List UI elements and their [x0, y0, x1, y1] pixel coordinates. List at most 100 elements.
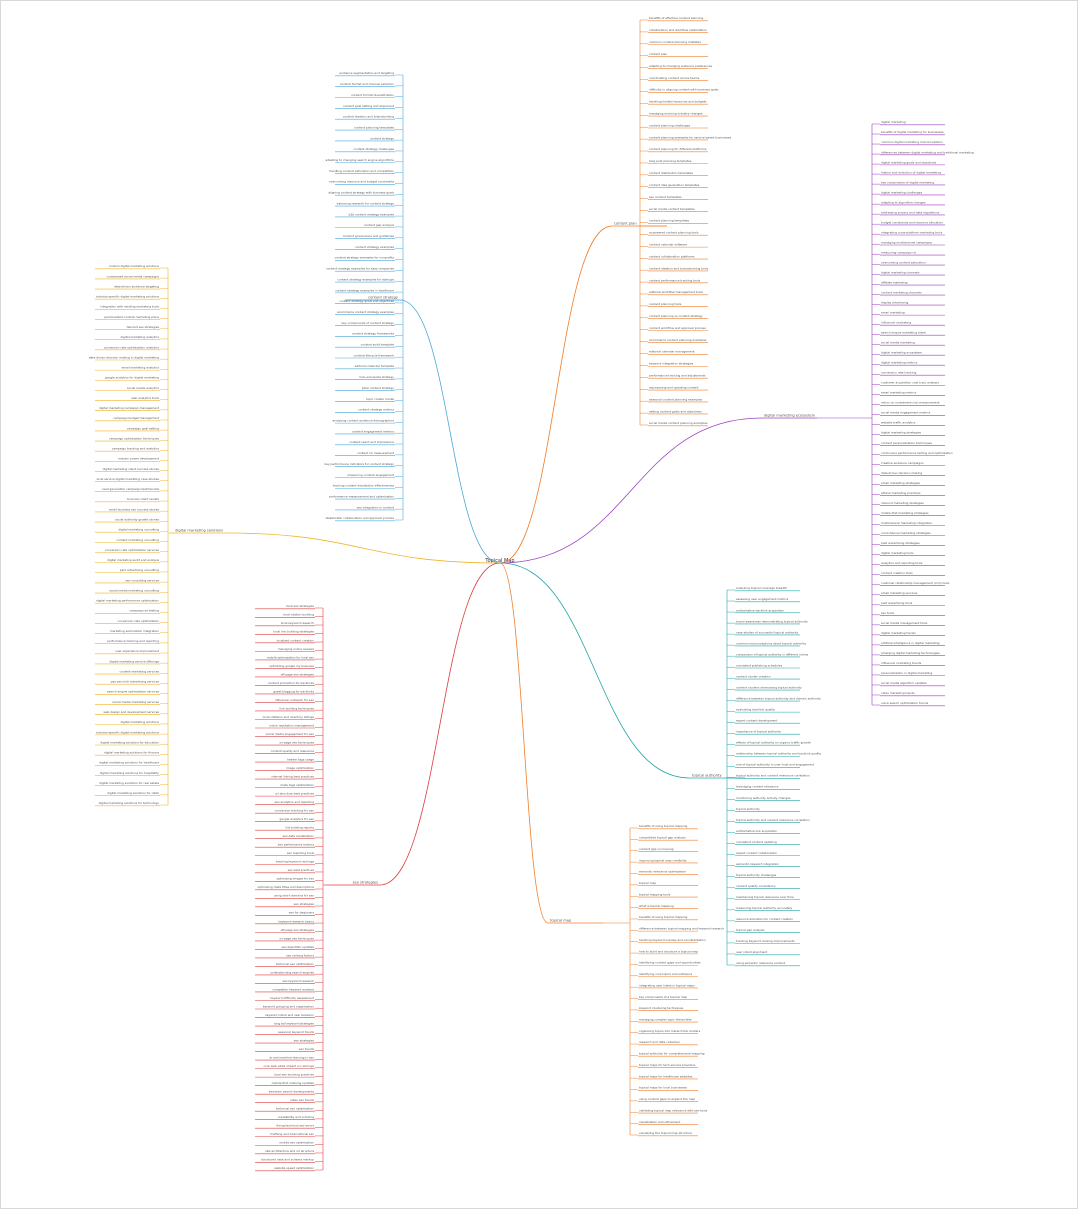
- mind-map-leaf[interactable]: content strategy challenges: [354, 147, 395, 151]
- mind-map-leaf[interactable]: tracking keyword ranking improvements: [736, 939, 795, 943]
- mind-map-leaf[interactable]: overcoming resource and budget constrain…: [329, 180, 394, 184]
- mind-map-leaf[interactable]: digital marketing service offerings: [109, 659, 159, 663]
- mind-map-leaf[interactable]: seo for beginners: [289, 911, 315, 915]
- mind-map-leaf[interactable]: topical maps for healthcare websites: [639, 1074, 693, 1078]
- mind-map-leaf[interactable]: digital marketing goals and objectives: [881, 160, 937, 164]
- mind-map-leaf[interactable]: digital marketing trends: [881, 631, 916, 635]
- mind-map-leaf[interactable]: google analytics for digital marketing: [105, 376, 159, 380]
- mind-map-leaf[interactable]: guest blogging for backlinks: [273, 689, 314, 693]
- mind-map-leaf[interactable]: social media content templates: [649, 207, 695, 211]
- mind-map-leaf[interactable]: benefits of digital marketing for busine…: [881, 130, 944, 134]
- mind-map-leaf[interactable]: affiliate marketing: [881, 280, 908, 284]
- mind-map-leaf[interactable]: multichannel marketing integration: [881, 521, 932, 525]
- mind-map-leaf[interactable]: content marketing services: [120, 669, 160, 673]
- mind-map-leaf[interactable]: content ideation and brainstorming: [343, 115, 394, 119]
- mind-map-leaf[interactable]: content idea generation templates: [649, 183, 700, 187]
- mind-map-leaf[interactable]: ai-powered content planning tools: [649, 231, 699, 235]
- mind-map-leaf[interactable]: ai and machine learning in seo: [269, 1056, 314, 1060]
- mind-map-leaf[interactable]: technical seo optimization: [276, 962, 314, 966]
- mind-map-leaf[interactable]: differences between digital marketing an…: [881, 150, 974, 154]
- mind-map-leaf[interactable]: keyword integration strategies: [649, 362, 694, 366]
- mind-map-leaf[interactable]: paid advertising tools: [881, 601, 913, 605]
- mind-map-leaf[interactable]: b2b content strategy examples: [349, 212, 395, 216]
- mind-map-leaf[interactable]: setting content goals and objectives: [649, 409, 702, 413]
- mind-map-leaf[interactable]: video marketing trends: [881, 691, 915, 695]
- mind-map-leaf[interactable]: digital marketing solutions for finance: [104, 751, 159, 755]
- mind-map-leaf[interactable]: localized content creation: [277, 638, 315, 642]
- mind-map-leaf[interactable]: semantic relevance optimization: [639, 870, 686, 874]
- mind-map-leaf[interactable]: artificial intelligence in digital marke…: [881, 641, 940, 645]
- mind-map-leaf[interactable]: social media marketing services: [112, 700, 159, 704]
- mind-map-leaf[interactable]: topical mapping tools: [639, 892, 671, 896]
- mind-map-leaf[interactable]: content plan: [649, 52, 667, 56]
- mind-map-leaf[interactable]: content strategy frameworks: [352, 332, 395, 336]
- mind-map-leaf[interactable]: campaign budget management: [113, 416, 160, 420]
- mind-map-leaf[interactable]: difference between topical mapping and k…: [639, 927, 724, 931]
- mind-map-leaf[interactable]: marketing automation integration: [110, 629, 159, 633]
- mind-map-leaf[interactable]: email marketing analytics: [122, 366, 160, 370]
- mind-map-leaf[interactable]: content goal setting and alignment: [343, 104, 395, 108]
- mind-map-leaf[interactable]: personalization in digital marketing: [881, 671, 932, 675]
- mind-map-leaf[interactable]: tracking content distribution effectiven…: [333, 484, 395, 488]
- branch-label-topical_authority[interactable]: topical authority: [692, 774, 722, 778]
- mind-map-leaf[interactable]: off-page seo strategies: [281, 672, 315, 676]
- mind-map-leaf[interactable]: history and evolution of digital marketi…: [881, 170, 941, 174]
- mind-map-leaf[interactable]: header tags usage: [287, 757, 314, 761]
- mind-map-leaf[interactable]: content strategy examples in healthcare: [335, 288, 394, 292]
- mind-map-leaf[interactable]: local service digital marketing case stu…: [97, 477, 160, 481]
- mind-map-leaf[interactable]: performance measurement and optimization: [329, 494, 394, 498]
- mind-map-leaf[interactable]: optimizing google my business: [269, 664, 314, 668]
- mind-map-leaf[interactable]: semantic search developments: [269, 1090, 315, 1094]
- mind-map-leaf[interactable]: industry-specific digital marketing solu…: [96, 295, 160, 299]
- mind-map-leaf[interactable]: content marketing consulting: [116, 538, 159, 542]
- mind-map-leaf[interactable]: topical authority and content relevance …: [736, 818, 810, 822]
- mind-map-leaf[interactable]: consistent content updating: [736, 840, 777, 844]
- mind-map-leaf[interactable]: performance tracking and adjustments: [649, 374, 706, 378]
- mind-map-leaf[interactable]: video seo trends: [290, 1098, 314, 1102]
- mind-map-leaf[interactable]: key components of a topical map: [639, 995, 687, 999]
- mind-map-leaf[interactable]: analyzing content audience demographics: [333, 419, 395, 423]
- mind-map-leaf[interactable]: social media management tools: [881, 621, 928, 625]
- mind-map-leaf[interactable]: content reach and impressions: [349, 440, 394, 444]
- mind-map-leaf[interactable]: digital marketing challenges: [881, 190, 923, 194]
- mind-map-leaf[interactable]: maintaining topical relevance over time: [736, 895, 794, 899]
- mind-map-leaf[interactable]: data-driven decision making: [881, 471, 922, 475]
- mind-map-leaf[interactable]: resource allocation for content creation: [736, 917, 793, 921]
- mind-map-leaf[interactable]: content quality and relevance: [271, 749, 315, 753]
- mind-map-leaf[interactable]: web design and development services: [103, 710, 159, 714]
- mind-map-leaf[interactable]: seo content templates: [649, 195, 682, 199]
- mind-map-leaf[interactable]: inbound marketing strategies: [881, 501, 924, 505]
- mind-map-leaf[interactable]: site architecture and url structure: [265, 1149, 314, 1153]
- mind-map-leaf[interactable]: content strategy examples for startups: [337, 277, 394, 281]
- mind-map-leaf[interactable]: digital marketing analytics: [121, 335, 160, 339]
- mind-map-leaf[interactable]: digital marketing solutions for technolo…: [99, 801, 160, 805]
- mind-map-leaf[interactable]: content calendar software: [649, 243, 687, 247]
- mind-map-leaf[interactable]: digital marketing: [881, 120, 906, 124]
- mind-map-leaf[interactable]: conversion rate optimization analytics: [104, 345, 160, 349]
- mind-map-leaf[interactable]: mission power development: [118, 457, 160, 461]
- mind-map-leaf[interactable]: measuring topical authority accurately: [736, 906, 792, 910]
- mind-map-leaf[interactable]: content gap uncovering: [639, 847, 674, 851]
- mind-map-leaf[interactable]: digital marketing solutions for real est…: [99, 781, 159, 785]
- mind-map-leaf[interactable]: seo consulting services: [125, 578, 159, 582]
- mind-map-leaf[interactable]: validating topical map relevance with se…: [639, 1108, 708, 1112]
- mind-map-leaf[interactable]: addressing privacy and data regulations: [881, 210, 940, 214]
- mind-map-leaf[interactable]: social media content planning examples: [649, 421, 708, 425]
- mind-map-leaf[interactable]: content planning templates: [354, 125, 394, 129]
- mind-map-leaf[interactable]: seo ranking factors: [286, 953, 314, 957]
- mind-map-leaf[interactable]: content governance and guidelines: [343, 234, 395, 238]
- mind-map-leaf[interactable]: evaluating backlink quality: [736, 708, 775, 712]
- mind-map-leaf[interactable]: overcoming content saturation: [881, 260, 926, 264]
- mind-map-leaf[interactable]: seo integration in content: [357, 505, 395, 509]
- mind-map-leaf[interactable]: assessing user engagement metrics: [736, 597, 789, 601]
- mind-map-leaf[interactable]: seo performance metrics: [278, 843, 315, 847]
- mind-map-leaf[interactable]: visualizing the topical map structure: [639, 1131, 692, 1135]
- mind-map-leaf[interactable]: key performance indicators for content s…: [325, 462, 395, 466]
- mind-map-leaf[interactable]: online reputation management: [269, 723, 315, 727]
- mind-map-leaf[interactable]: on-page seo techniques: [279, 936, 314, 940]
- mind-map-leaf[interactable]: web analytics tools: [131, 396, 159, 400]
- mind-map-leaf[interactable]: keyword research basics: [278, 919, 314, 923]
- mind-map-leaf[interactable]: content distribution templates: [649, 171, 693, 175]
- mind-map-leaf[interactable]: content gap analysis: [364, 223, 395, 227]
- mind-map-leaf[interactable]: stakeholder collaboration and approval p…: [325, 516, 394, 520]
